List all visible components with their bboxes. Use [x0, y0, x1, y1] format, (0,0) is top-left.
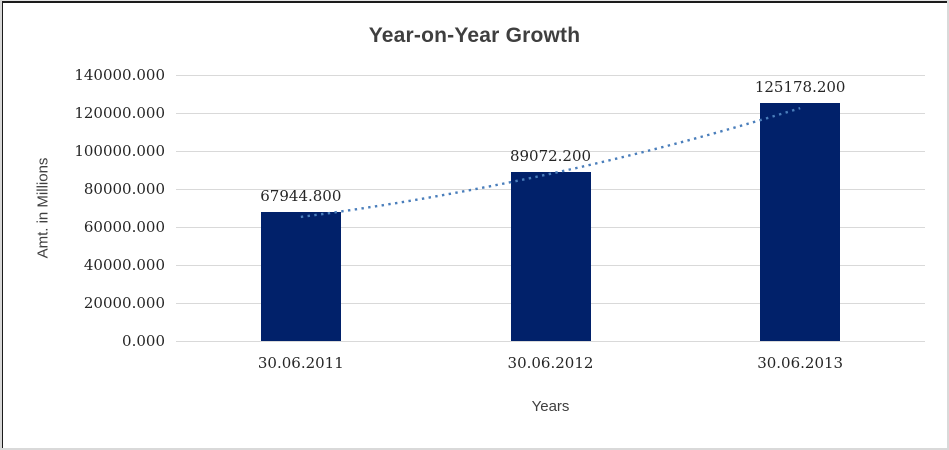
trendline: [300, 107, 801, 219]
y-tick-label: 100000.000: [74, 142, 165, 160]
x-axis-line: [176, 340, 925, 342]
y-tick-label: 140000.000: [74, 66, 165, 84]
x-category-label: 30.06.2012: [507, 354, 594, 372]
x-category-label: 30.06.2013: [757, 354, 844, 372]
gridline: [176, 112, 925, 114]
chart-title: Year-on-Year Growth: [368, 24, 581, 47]
x-axis-title: Years: [531, 398, 570, 415]
bar: [260, 211, 341, 341]
data-label: 67944.800: [260, 186, 342, 205]
y-tick-label: 80000.000: [83, 180, 165, 198]
y-tick-label: 120000.000: [74, 104, 165, 122]
bar: [510, 171, 591, 341]
y-tick-label: 0.000: [122, 332, 165, 350]
gridline: [176, 150, 925, 152]
data-label: 125178.200: [754, 78, 846, 97]
data-label: 89072.200: [509, 146, 592, 165]
frame-edge-top-dark: [0, 1, 949, 3]
plot-area: [176, 74, 925, 342]
y-tick-label: 20000.000: [83, 294, 165, 312]
y-tick-label: 60000.000: [83, 218, 165, 236]
bar: [760, 103, 841, 341]
y-axis-title: Amt. in Millions: [34, 157, 52, 259]
y-tick-label: 40000.000: [83, 256, 165, 274]
gridline: [176, 74, 925, 76]
frame-edge-top: [0, 0, 949, 1]
x-category-label: 30.06.2011: [257, 354, 344, 372]
trendline-path: [300, 107, 801, 219]
